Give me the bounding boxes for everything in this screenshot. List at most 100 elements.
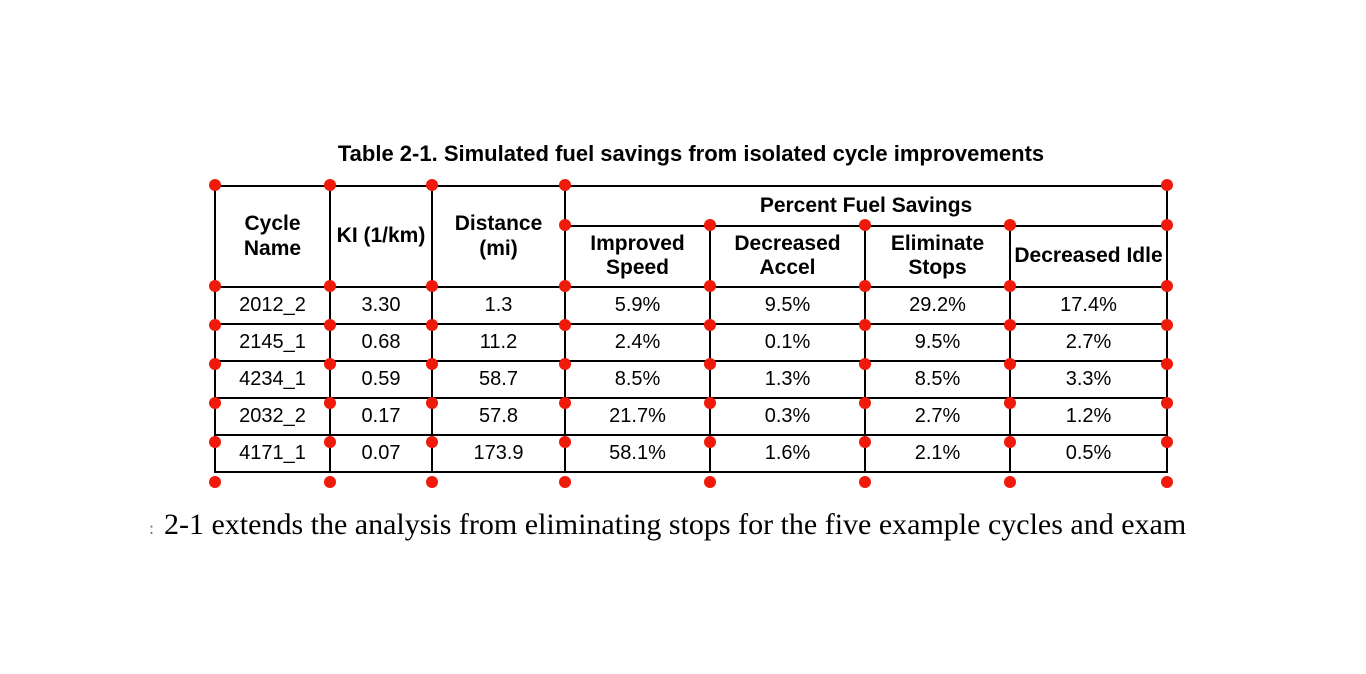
table-cell: 0.17 <box>329 397 433 436</box>
keypoint-marker <box>1004 219 1016 231</box>
table-cell: 2.7% <box>864 397 1011 436</box>
col-header-distance: Distance (mi) <box>431 185 566 288</box>
keypoint-marker <box>209 476 221 488</box>
col-header-decreased-accel: Decreased Accel <box>709 224 866 289</box>
keypoint-marker <box>209 319 221 331</box>
keypoint-marker <box>559 436 571 448</box>
keypoint-marker <box>559 280 571 292</box>
keypoint-marker <box>704 436 716 448</box>
table-cell: 21.7% <box>564 397 711 436</box>
col-header-decreased-idle: Decreased Idle <box>1008 224 1169 289</box>
keypoint-marker <box>209 397 221 409</box>
keypoint-marker <box>324 319 336 331</box>
keypoint-marker <box>704 476 716 488</box>
table-row: 4234_1 0.59 58.7 8.5% 1.3% 8.5% 3.3% <box>214 360 1169 399</box>
keypoint-marker <box>426 280 438 292</box>
table-cell: 9.5% <box>709 286 866 325</box>
keypoint-marker <box>1161 358 1173 370</box>
table-cell: 1.3% <box>709 360 866 399</box>
table-cell: 5.9% <box>564 286 711 325</box>
col-header-cycle-name: Cycle Name <box>214 185 331 288</box>
table-container: Cycle Name KI (1/km) Distance (mi) Perce… <box>214 185 1169 473</box>
keypoint-marker <box>209 280 221 292</box>
keypoint-marker <box>559 476 571 488</box>
keypoint-marker <box>1004 476 1016 488</box>
keypoint-marker <box>1161 397 1173 409</box>
keypoint-marker <box>1161 179 1173 191</box>
keypoint-marker <box>324 358 336 370</box>
table-row: 4171_1 0.07 173.9 58.1% 1.6% 2.1% 0.5% <box>214 434 1169 473</box>
keypoint-marker <box>426 397 438 409</box>
keypoint-marker <box>426 179 438 191</box>
table-cell: 0.5% <box>1008 434 1169 473</box>
keypoint-marker <box>1004 319 1016 331</box>
table-cell: 58.7 <box>431 360 566 399</box>
table-cell: 2.4% <box>564 323 711 362</box>
table-cell: 3.30 <box>329 286 433 325</box>
keypoint-marker <box>1161 476 1173 488</box>
col-header-ki: KI (1/km) <box>329 185 433 288</box>
table-cell: 2.7% <box>1008 323 1169 362</box>
keypoint-marker <box>704 280 716 292</box>
keypoint-marker <box>559 219 571 231</box>
table-cell: 4171_1 <box>214 434 331 473</box>
keypoint-marker <box>426 319 438 331</box>
table-cell: 0.1% <box>709 323 866 362</box>
table-cell: 57.8 <box>431 397 566 436</box>
table-cell: 0.59 <box>329 360 433 399</box>
table-cell: 8.5% <box>864 360 1011 399</box>
keypoint-marker <box>859 219 871 231</box>
keypoint-marker <box>859 397 871 409</box>
keypoint-marker <box>1161 436 1173 448</box>
keypoint-marker <box>1161 319 1173 331</box>
col-header-eliminate-stops: Eliminate Stops <box>864 224 1011 289</box>
keypoint-marker <box>209 358 221 370</box>
table-cell: 29.2% <box>864 286 1011 325</box>
table-cell: 58.1% <box>564 434 711 473</box>
keypoint-marker <box>1161 280 1173 292</box>
table-cell: 1.2% <box>1008 397 1169 436</box>
keypoint-marker <box>324 397 336 409</box>
keypoint-marker <box>704 219 716 231</box>
keypoint-marker <box>704 319 716 331</box>
keypoint-marker <box>559 397 571 409</box>
keypoint-marker <box>1004 397 1016 409</box>
keypoint-marker <box>1161 219 1173 231</box>
keypoint-marker <box>1004 436 1016 448</box>
keypoint-marker <box>324 436 336 448</box>
keypoint-marker <box>859 280 871 292</box>
table-cell: 17.4% <box>1008 286 1169 325</box>
keypoint-marker <box>209 436 221 448</box>
table-row: 2145_1 0.68 11.2 2.4% 0.1% 9.5% 2.7% <box>214 323 1169 362</box>
clipped-char-fragment: : <box>149 518 155 538</box>
col-header-improved-speed: Improved Speed <box>564 224 711 289</box>
keypoint-marker <box>324 179 336 191</box>
table-row: 2032_2 0.17 57.8 21.7% 0.3% 2.7% 1.2% <box>214 397 1169 436</box>
keypoint-marker <box>559 358 571 370</box>
keypoint-marker <box>1004 280 1016 292</box>
table-cell: 0.07 <box>329 434 433 473</box>
table-row: 2012_2 3.30 1.3 5.9% 9.5% 29.2% 17.4% <box>214 286 1169 325</box>
table-cell: 11.2 <box>431 323 566 362</box>
table-cell: 3.3% <box>1008 360 1169 399</box>
keypoint-marker <box>859 358 871 370</box>
table-cell: 9.5% <box>864 323 1011 362</box>
table-cell: 1.6% <box>709 434 866 473</box>
keypoint-marker <box>559 319 571 331</box>
table-cell: 0.68 <box>329 323 433 362</box>
keypoint-marker <box>209 179 221 191</box>
table-cell: 2032_2 <box>214 397 331 436</box>
table-cell: 0.3% <box>709 397 866 436</box>
table-title: Table 2-1. Simulated fuel savings from i… <box>337 141 1045 166</box>
keypoint-marker <box>559 179 571 191</box>
table-cell: 173.9 <box>431 434 566 473</box>
keypoint-marker <box>704 358 716 370</box>
keypoint-marker <box>324 280 336 292</box>
keypoint-marker <box>859 476 871 488</box>
keypoint-marker <box>1004 358 1016 370</box>
table-cell: 8.5% <box>564 360 711 399</box>
table-cell: 1.3 <box>431 286 566 325</box>
fuel-savings-table: Cycle Name KI (1/km) Distance (mi) Perce… <box>214 185 1169 473</box>
keypoint-marker <box>859 319 871 331</box>
